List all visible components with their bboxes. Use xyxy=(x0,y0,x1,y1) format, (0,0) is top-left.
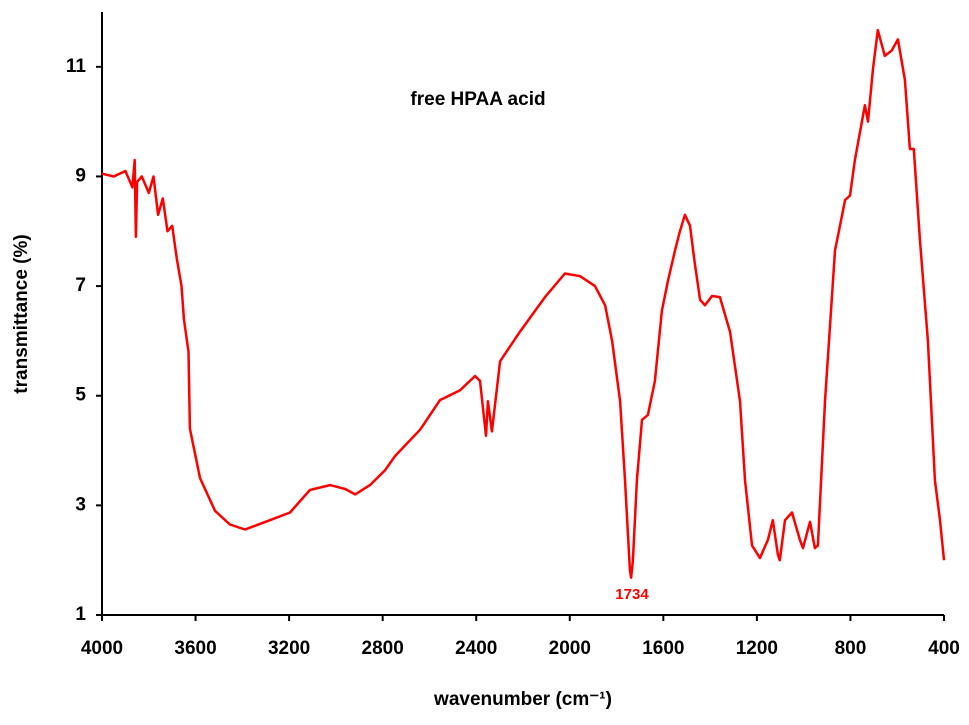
x-tick-label: 800 xyxy=(835,638,867,659)
chart-title: free HPAA acid xyxy=(410,89,545,110)
y-tick-label: 9 xyxy=(75,165,86,186)
y-axis-label: transmittance (%) xyxy=(11,234,32,393)
x-tick-label: 2800 xyxy=(362,638,404,659)
x-tick-label: 4000 xyxy=(81,638,123,659)
x-tick-label: 2400 xyxy=(455,638,497,659)
y-tick-label: 7 xyxy=(75,275,86,296)
x-tick-label: 2000 xyxy=(549,638,591,659)
x-tick-label: 1600 xyxy=(642,638,684,659)
y-tick-label: 3 xyxy=(75,494,86,515)
x-tick-label: 3200 xyxy=(268,638,310,659)
x-tick-label: 400 xyxy=(928,638,960,659)
y-tick-label: 5 xyxy=(75,385,86,406)
spectrum-line xyxy=(101,28,946,579)
y-tick-label: 11 xyxy=(66,56,87,77)
x-tick-label: 1200 xyxy=(736,638,778,659)
x-tick-label: 3600 xyxy=(174,638,216,659)
peak-label: 1734 xyxy=(615,586,649,603)
x-axis-label: wavenumber (cm⁻¹) xyxy=(433,689,612,710)
y-tick-label: 1 xyxy=(75,604,86,625)
